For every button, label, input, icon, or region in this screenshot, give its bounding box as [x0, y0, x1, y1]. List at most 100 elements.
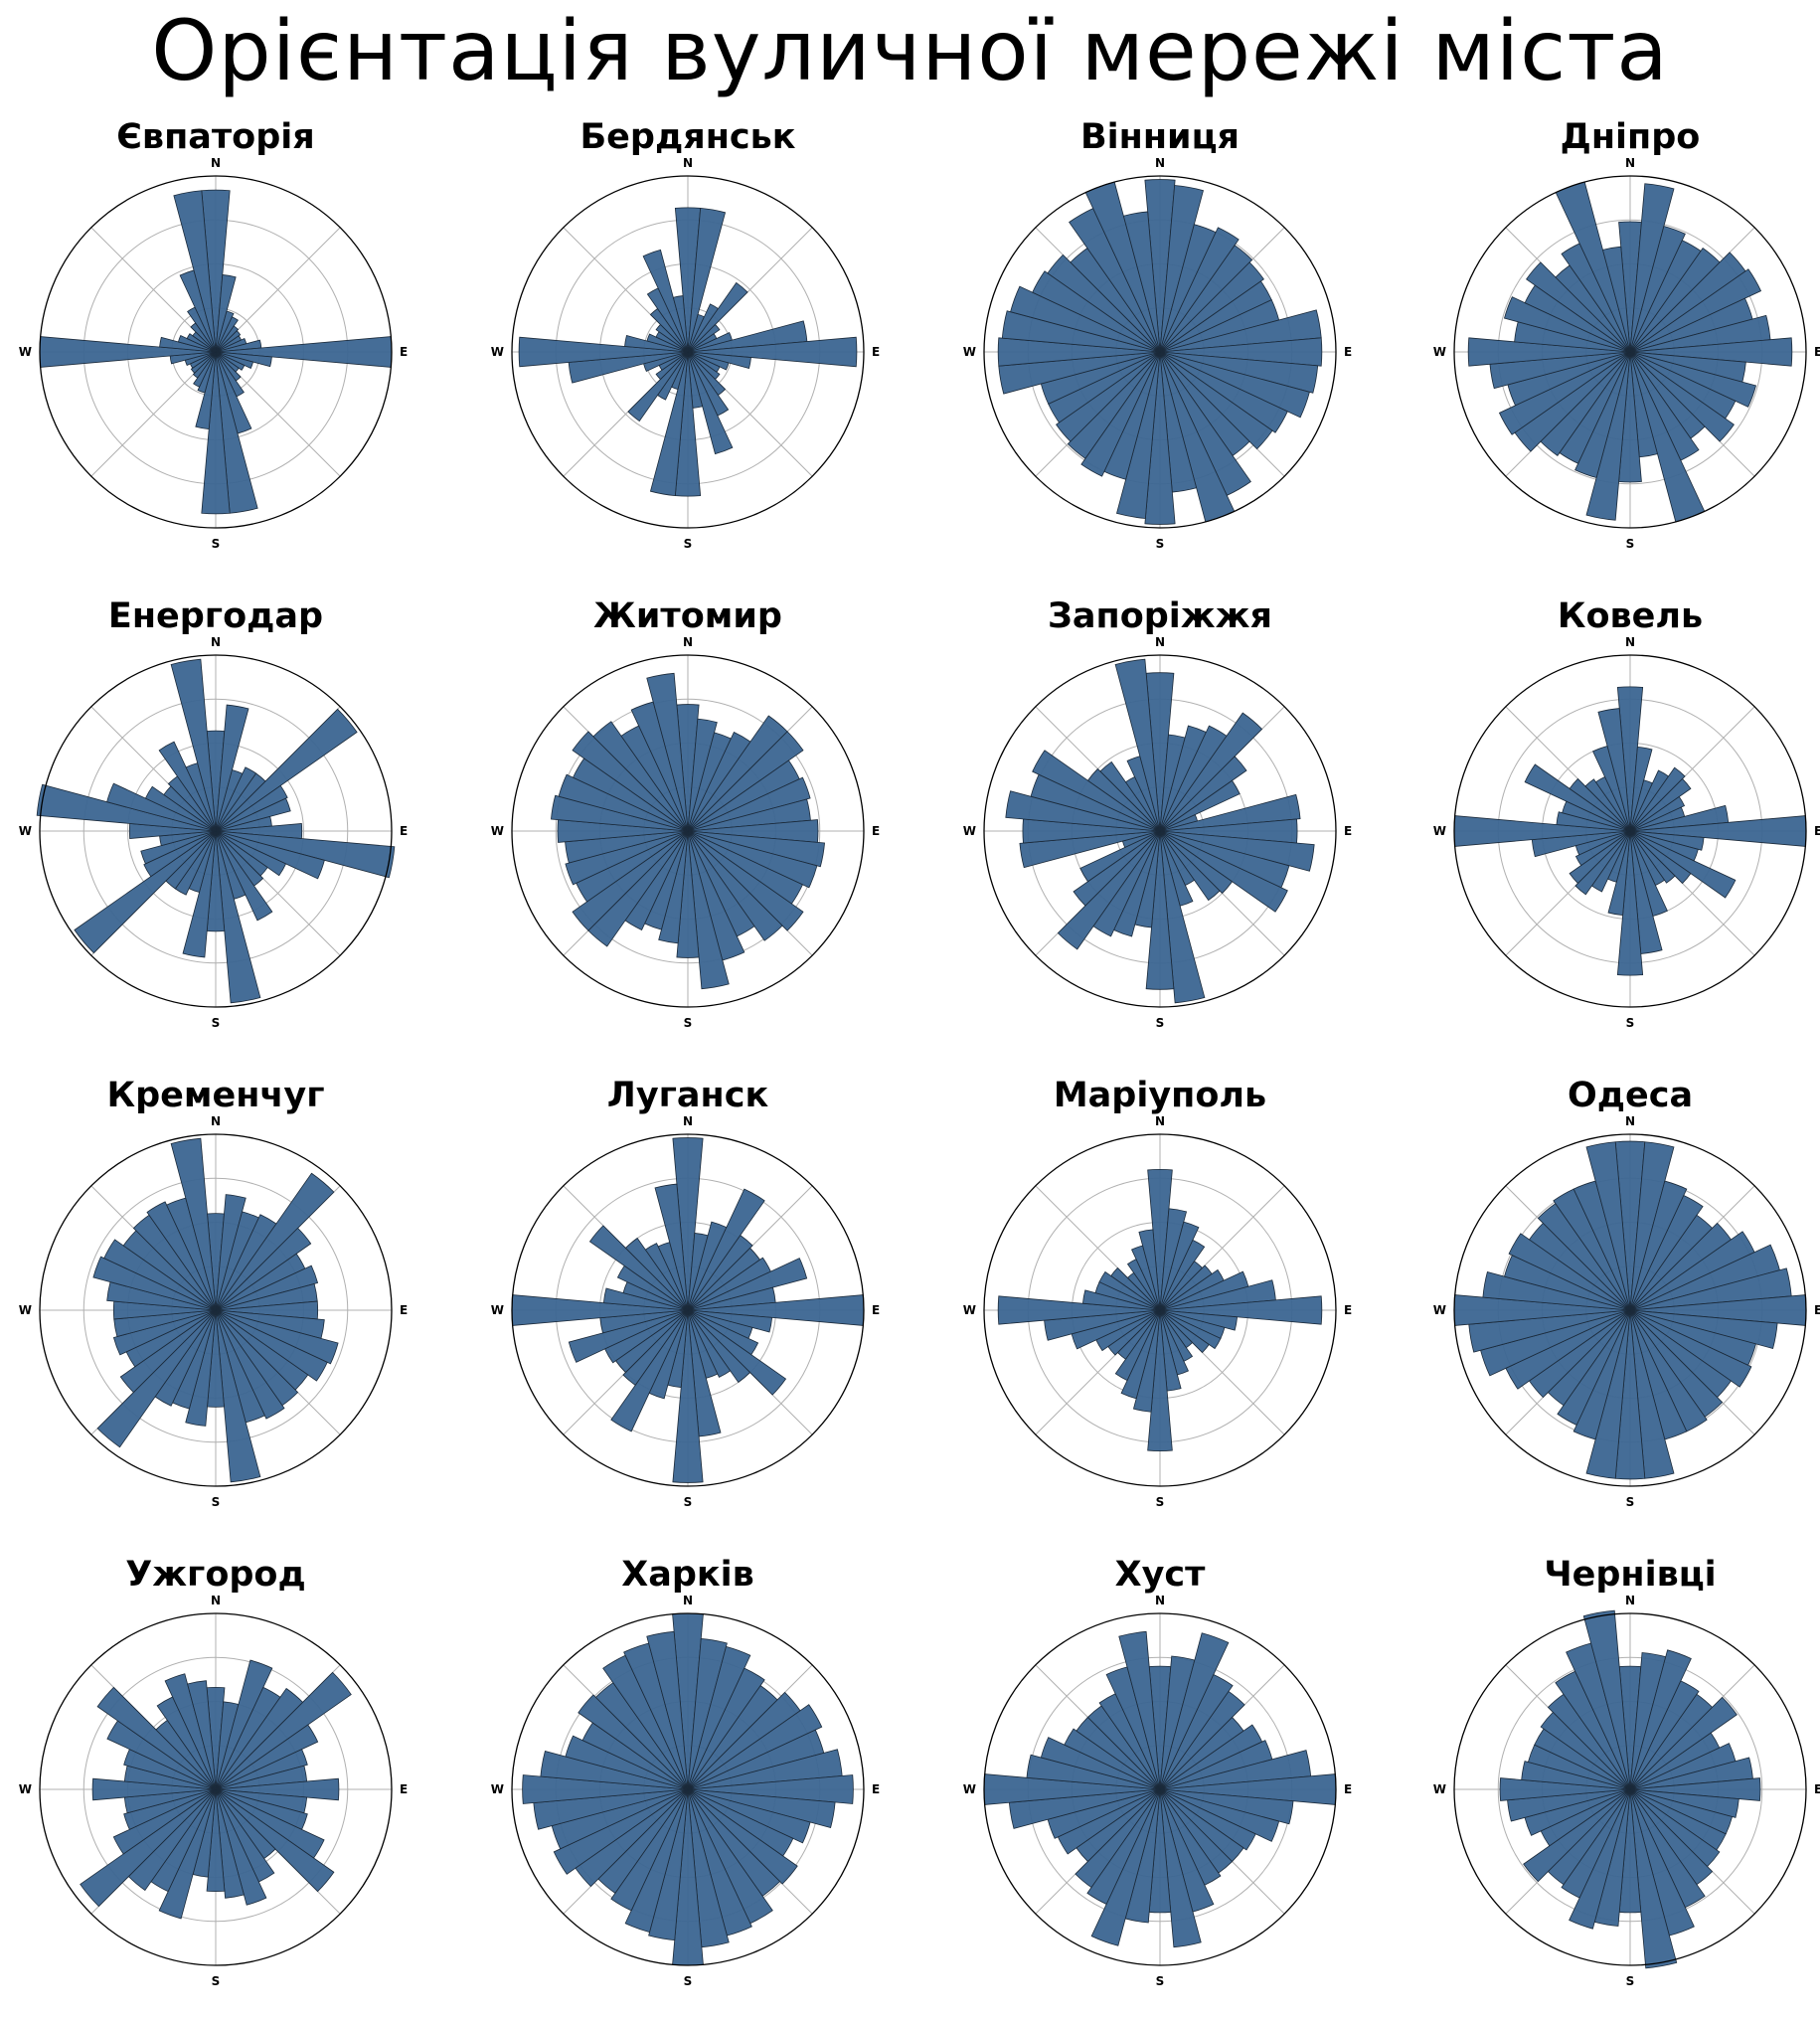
bearing-bar [206, 1788, 226, 1893]
panel-title: Запоріжжя [1048, 596, 1272, 636]
bearing-bar [687, 1704, 823, 1790]
bearing-bar [1159, 1690, 1245, 1790]
bearing-bar [80, 1788, 217, 1908]
polar-rose-chart: N E S W [491, 635, 880, 1030]
polar-rose-chart: N E S W [491, 1594, 880, 1988]
bearing-bar [687, 336, 858, 368]
bearing-bar [1019, 830, 1161, 869]
bearing-bar [1159, 1309, 1210, 1354]
bearing-bar [1159, 337, 1323, 367]
bearing-bar [215, 784, 288, 832]
bearing-bar [1159, 1632, 1230, 1790]
bearing-bar [1114, 1309, 1161, 1382]
compass-label-e: E [1344, 1303, 1352, 1317]
panel-title: Ужгород [125, 1555, 306, 1595]
bearing-bar [687, 351, 734, 455]
compass-label-w: W [491, 345, 504, 359]
bearing-bar [1159, 1788, 1202, 1948]
panel-title: Чернівці [1544, 1555, 1717, 1595]
panel-title: Житомир [593, 596, 782, 636]
bearing-bar [1467, 337, 1631, 367]
polar-frame [511, 1133, 865, 1487]
bearing-bar [622, 1309, 689, 1386]
bearing-bar [627, 351, 689, 422]
bearing-bar [215, 830, 325, 880]
bearing-bar [687, 1788, 811, 1844]
polar-frame [1453, 175, 1807, 529]
bearing-bar [1629, 777, 1692, 832]
bearing-bar [1159, 1309, 1222, 1350]
compass-label-s: S [1156, 1016, 1165, 1030]
bearing-bar [1075, 1788, 1161, 1889]
compass-label-w: W [1433, 345, 1446, 359]
compass-label-s: S [212, 1495, 221, 1509]
polar-rose-chart: N E S W [1433, 1594, 1820, 1988]
bearing-bar [1040, 1737, 1161, 1790]
bearing-bar [565, 830, 689, 886]
bearing-bar [1629, 351, 1735, 442]
compass-label-e: E [400, 1303, 408, 1317]
polar-frame [39, 175, 393, 529]
bearing-bar [112, 1309, 217, 1356]
bearing-bar [215, 1309, 285, 1420]
bearing-bar [158, 1788, 217, 1920]
bearing-bar [687, 1645, 751, 1790]
bearing-bar [1498, 351, 1631, 435]
bearing-bar [1159, 1221, 1200, 1311]
bearing-bar [143, 830, 217, 878]
bearing-bar [1080, 351, 1161, 477]
bearing-bar [1616, 686, 1644, 832]
polar-rose-chart: N E S W [19, 156, 408, 551]
compass-label-n: N [683, 156, 693, 170]
bearing-bar [1098, 1270, 1161, 1311]
panel-title: Кременчуг [106, 1076, 325, 1115]
compass-label-e: E [1814, 1782, 1820, 1796]
bearing-bar [1064, 1728, 1161, 1790]
panel-title: Луганск [606, 1076, 769, 1115]
bearing-bar [215, 708, 358, 832]
compass-label-n: N [1155, 1594, 1165, 1607]
compass-label-w: W [963, 345, 976, 359]
bearing-bar [572, 731, 689, 832]
compass-label-n: N [683, 1114, 693, 1128]
bearing-bar [1120, 1309, 1161, 1400]
compass-label-n: N [1625, 1114, 1635, 1128]
bearing-bar [1629, 1649, 1692, 1790]
compass-label-s: S [212, 1974, 221, 1988]
bearing-bar [1086, 1788, 1161, 1906]
bearing-bar [140, 830, 217, 865]
bearing-bar [568, 1309, 689, 1363]
bearing-bar [646, 672, 689, 832]
bearing-bar [644, 1243, 689, 1311]
compass-label-s: S [684, 1495, 693, 1509]
bearing-bar [687, 830, 804, 931]
polar-rose-chart: N E S W [19, 635, 408, 1030]
compass-label-w: W [963, 1782, 976, 1796]
compass-label-s: S [684, 1016, 693, 1030]
compass-label-n: N [211, 1594, 221, 1607]
panel-title: Хуст [1114, 1555, 1206, 1595]
compass-label-n: N [1625, 1594, 1635, 1607]
compass-label-w: W [1433, 824, 1446, 838]
compass-label-e: E [872, 1782, 880, 1796]
bearing-bar [1629, 1180, 1688, 1311]
bearing-bar [1159, 830, 1234, 895]
bearing-bar [1079, 830, 1161, 883]
bearing-bar [997, 337, 1161, 367]
bearing-bar [170, 658, 217, 832]
panel-title: Маріуполь [1053, 1076, 1267, 1115]
polar-rose-chart: N E S W [963, 635, 1352, 1030]
page-title: Орієнтація вуличної мережі міста [151, 2, 1669, 99]
bearing-bar [119, 1309, 217, 1394]
compass-label-e: E [872, 1303, 880, 1317]
compass-label-w: W [19, 824, 32, 838]
compass-label-n: N [683, 1594, 693, 1607]
bearing-bar [1056, 351, 1161, 442]
city-rose-panel: Запоріжжя N E S W [963, 596, 1426, 1064]
bearing-bar [687, 1309, 787, 1396]
polar-frame [983, 1133, 1337, 1487]
panel-title: Харків [621, 1555, 754, 1595]
bearing-bar [1067, 351, 1161, 459]
compass-label-n: N [1625, 156, 1635, 170]
bearing-bar [1110, 1266, 1161, 1311]
